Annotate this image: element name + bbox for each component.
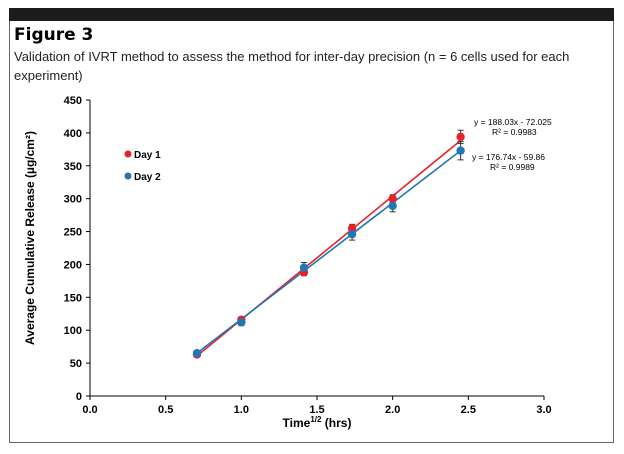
x-tick-label: 0.5: [158, 404, 173, 416]
x-tick-label: 2.5: [461, 404, 476, 416]
data-point-2: [347, 229, 357, 239]
data-point-1: [456, 132, 465, 142]
figure-caption: Validation of IVRT method to assess the …: [14, 49, 570, 83]
y-tick-label: 450: [64, 95, 82, 107]
fit-equation-2: y = 176.74x - 59.86: [472, 152, 545, 162]
data-point-1: [388, 194, 397, 203]
figure-top-bar: [9, 8, 614, 21]
data-point-2: [299, 263, 309, 272]
x-axis-label: Time1/2 (hrs): [283, 415, 352, 430]
x-tick-label: 1.5: [309, 404, 324, 416]
y-tick-label: 250: [64, 227, 82, 239]
y-tick-label: 400: [64, 128, 82, 140]
y-tick-label: 200: [64, 259, 82, 271]
x-tick-label: 3.0: [536, 404, 551, 416]
data-point-2: [237, 318, 246, 327]
x-tick-label: 0.0: [82, 404, 97, 416]
data-points: [192, 132, 465, 359]
y-tick-label: 0: [76, 391, 82, 403]
fit-equation-1: y = 188.03x - 72.025: [474, 117, 552, 127]
x-axis-label-sup: 1/2: [310, 415, 322, 424]
data-point-2: [388, 201, 397, 211]
data-point-2: [192, 349, 202, 358]
fit-r2-1: R² = 0.9983: [492, 127, 537, 137]
chart-legend: Day 1 Day 2: [124, 150, 161, 183]
chart-axes: 0 50 100 150 200 250 300 350 400 450 0.0 0.5 1.0 1.5 2…: [64, 95, 552, 416]
y-tick-label: 150: [64, 292, 82, 304]
legend-marker-1: [124, 150, 132, 158]
x-axis-label-main: Time: [283, 416, 311, 430]
y-tick-label: 300: [64, 194, 82, 206]
x-tick-label: 1.0: [234, 404, 249, 416]
fit-line-2: [196, 150, 462, 354]
data-point-2: [456, 146, 465, 155]
legend-label-2: Day 2: [134, 172, 161, 183]
error-bars: [193, 129, 464, 358]
y-tick-label: 350: [64, 161, 82, 173]
fit-lines: [196, 139, 462, 357]
x-tick-label: 2.0: [385, 404, 400, 416]
x-axis-label-rest: (hrs): [321, 416, 351, 430]
data-point-1: [347, 224, 357, 233]
y-tick-label: 100: [64, 325, 82, 337]
legend-marker-2: [124, 172, 132, 180]
y-axis-label: Average Cumulative Release (µg/cm²): [23, 131, 37, 345]
figure-frame: [9, 21, 614, 443]
y-tick-label: 50: [70, 358, 82, 370]
fit-r2-2: R² = 0.9989: [490, 162, 535, 172]
legend-label-1: Day 1: [134, 150, 161, 161]
figure-label: Figure 3: [14, 25, 94, 45]
